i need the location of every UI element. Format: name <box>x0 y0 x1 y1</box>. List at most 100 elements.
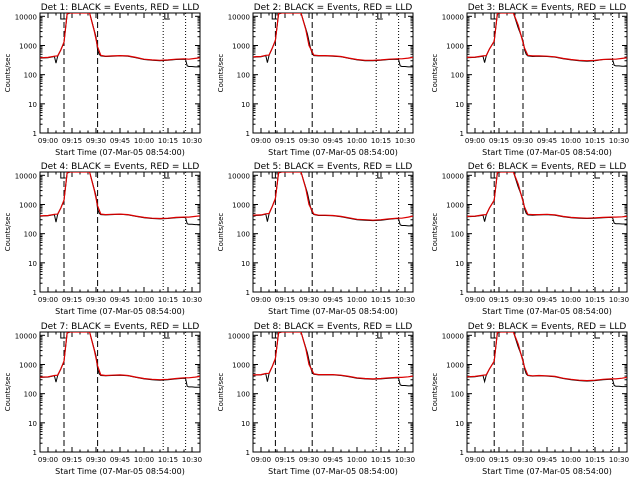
lld-series-line <box>467 332 627 382</box>
x-tick-label: 10:15 <box>158 456 178 464</box>
x-tick-label: 10:15 <box>371 456 391 464</box>
x-tick-label: 10:00 <box>347 296 367 304</box>
y-tick-label: 100 <box>451 231 464 239</box>
lld-series-line <box>467 13 627 62</box>
y-tick-label: 1000 <box>232 201 250 209</box>
x-tick-label: 10:30 <box>395 137 415 145</box>
y-tick-label: 100 <box>237 391 250 399</box>
x-tick-label: 10:30 <box>609 296 629 304</box>
x-axis-label: Start Time (07-Mar-05 08:54:00) <box>55 307 185 316</box>
x-tick-label: 09:15 <box>62 137 82 145</box>
x-tick-label: 09:15 <box>62 456 82 464</box>
x-tick-label: 10:30 <box>182 456 202 464</box>
y-tick-label: 1000 <box>446 361 464 369</box>
detector-panel: Det 9: BLACK = Events, RED = LLD Start Ti… <box>431 322 629 476</box>
y-tick-label: 1000 <box>232 42 250 50</box>
lld-series-line <box>253 332 413 380</box>
x-tick-label: 10:00 <box>561 456 581 464</box>
y-tick-label: 10 <box>28 260 37 268</box>
y-tick-label: 10000 <box>228 13 250 21</box>
x-tick-label: 09:00 <box>38 456 58 464</box>
detector-panel: Det 5: BLACK = Events, RED = LLD Start Ti… <box>217 162 415 316</box>
series-group <box>253 13 413 68</box>
flag-marker <box>271 13 278 20</box>
x-tick-label: 10:00 <box>347 137 367 145</box>
y-tick-label: 1000 <box>446 42 464 50</box>
flag-marker <box>271 172 278 179</box>
y-axis-label: Counts/sec <box>431 54 439 93</box>
y-tick-label: 100 <box>451 391 464 399</box>
x-tick-label: 10:15 <box>585 456 605 464</box>
y-tick-label: 100 <box>237 231 250 239</box>
x-tick-label: 10:00 <box>561 296 581 304</box>
x-axis-label: Start Time (07-Mar-05 08:54:00) <box>55 148 185 157</box>
y-tick-label: 1000 <box>446 201 464 209</box>
x-tick-label: 10:00 <box>134 137 154 145</box>
events-series-line <box>467 332 627 388</box>
x-tick-label: 10:30 <box>182 137 202 145</box>
detector-panel: Det 6: BLACK = Events, RED = LLD Start Ti… <box>431 162 629 316</box>
flag-marker <box>594 13 600 20</box>
x-tick-label: 09:15 <box>489 296 509 304</box>
lld-series-line <box>253 172 413 221</box>
flag-marker <box>60 332 66 339</box>
y-tick-label: 10000 <box>228 332 250 340</box>
x-tick-label: 10:00 <box>347 456 367 464</box>
x-tick-label: 10:15 <box>158 296 178 304</box>
x-tick-label: 10:30 <box>609 137 629 145</box>
panel-title: Det 9: BLACK = Events, RED = LLD <box>468 322 627 332</box>
y-tick-label: 1 <box>33 449 37 457</box>
x-axis-label: Start Time (07-Mar-05 08:54:00) <box>268 467 398 476</box>
x-tick-label: 10:15 <box>371 137 391 145</box>
x-axis-label: Start Time (07-Mar-05 08:54:00) <box>55 467 185 476</box>
x-tick-label: 09:00 <box>251 296 271 304</box>
flag-marker <box>164 172 170 179</box>
y-tick-label: 10 <box>241 101 250 109</box>
x-tick-label: 09:30 <box>86 296 106 304</box>
x-tick-label: 09:00 <box>38 137 58 145</box>
x-tick-label: 09:30 <box>86 137 106 145</box>
x-tick-label: 09:15 <box>275 137 295 145</box>
y-tick-label: 1 <box>33 130 37 138</box>
flag-marker <box>490 172 496 179</box>
x-tick-label: 10:30 <box>182 296 202 304</box>
detector-panel: Det 8: BLACK = Events, RED = LLD Start Ti… <box>217 322 415 476</box>
x-tick-label: 09:45 <box>537 137 557 145</box>
x-axis-label: Start Time (07-Mar-05 08:54:00) <box>482 467 612 476</box>
x-tick-label: 09:00 <box>465 296 485 304</box>
y-tick-label: 100 <box>24 391 37 399</box>
detector-panel: Det 7: BLACK = Events, RED = LLD Start Ti… <box>4 322 202 476</box>
y-tick-label: 10 <box>241 260 250 268</box>
x-tick-label: 09:45 <box>110 296 130 304</box>
y-axis-label: Counts/sec <box>217 213 225 252</box>
y-axis-label: Counts/sec <box>4 54 12 93</box>
x-tick-label: 09:30 <box>513 296 533 304</box>
y-tick-label: 1 <box>460 449 464 457</box>
y-tick-label: 10000 <box>15 172 37 180</box>
plot-frame <box>466 331 628 453</box>
y-tick-label: 1 <box>460 289 464 297</box>
x-tick-label: 10:15 <box>158 137 178 145</box>
y-tick-label: 1000 <box>19 361 37 369</box>
x-axis-label: Start Time (07-Mar-05 08:54:00) <box>482 148 612 157</box>
x-tick-label: 09:30 <box>299 296 319 304</box>
y-tick-label: 1 <box>246 449 250 457</box>
flag-marker <box>164 332 170 339</box>
y-axis-label: Counts/sec <box>217 54 225 93</box>
plot-frame <box>466 171 628 293</box>
lld-series-line <box>40 332 200 381</box>
x-tick-label: 10:30 <box>609 456 629 464</box>
lld-series-line <box>40 172 200 220</box>
y-tick-label: 10 <box>28 420 37 428</box>
events-series-line <box>467 13 627 67</box>
x-axis-label: Start Time (07-Mar-05 08:54:00) <box>268 307 398 316</box>
x-tick-label: 09:45 <box>323 456 343 464</box>
y-tick-label: 1000 <box>232 361 250 369</box>
x-tick-label: 09:00 <box>38 296 58 304</box>
y-tick-label: 10000 <box>442 13 464 21</box>
series-group <box>253 172 413 227</box>
flag-marker <box>594 172 600 179</box>
y-axis-label: Counts/sec <box>4 373 12 412</box>
x-tick-label: 09:45 <box>323 296 343 304</box>
flag-marker <box>60 13 66 20</box>
